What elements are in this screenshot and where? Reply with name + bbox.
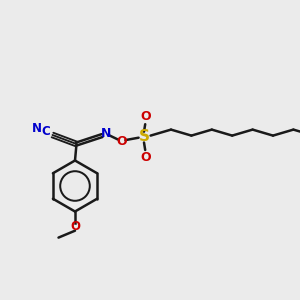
Text: O: O [140, 110, 151, 123]
Text: N: N [32, 122, 42, 135]
Text: O: O [116, 135, 127, 148]
Text: O: O [140, 151, 151, 164]
Text: O: O [70, 220, 80, 233]
Text: N: N [101, 127, 112, 140]
Text: C: C [41, 125, 50, 138]
Text: S: S [139, 129, 150, 144]
